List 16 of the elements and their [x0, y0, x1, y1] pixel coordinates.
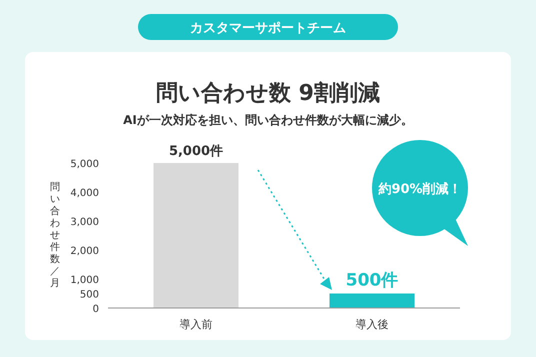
chart-subtitle: AIが一次対応を担い、問い合わせ件数が大幅に減少。: [123, 113, 413, 127]
y-tick-label: 3,000: [70, 217, 99, 228]
x-tick-label: 導入前: [180, 318, 212, 331]
data-label: 5,000件: [168, 144, 224, 159]
x-tick-label: 導入後: [356, 318, 388, 331]
y-tick-label: 2,000: [70, 246, 99, 257]
y-tick-label: 4,000: [70, 188, 99, 199]
y-tick-label: 5,000: [70, 159, 99, 170]
y-tick-label: 500: [80, 290, 99, 300]
y-tick-label: 0: [92, 304, 99, 315]
text: 問い合わせ件数／月: [50, 182, 60, 289]
data-label: 500件: [346, 270, 398, 290]
text: カスタマーサポートチーム: [190, 21, 346, 36]
chart-title: 問い合わせ数 9割削減: [156, 81, 380, 106]
y-tick-label: 1,000: [70, 275, 99, 286]
annotation: 約90%削減！: [377, 182, 462, 197]
